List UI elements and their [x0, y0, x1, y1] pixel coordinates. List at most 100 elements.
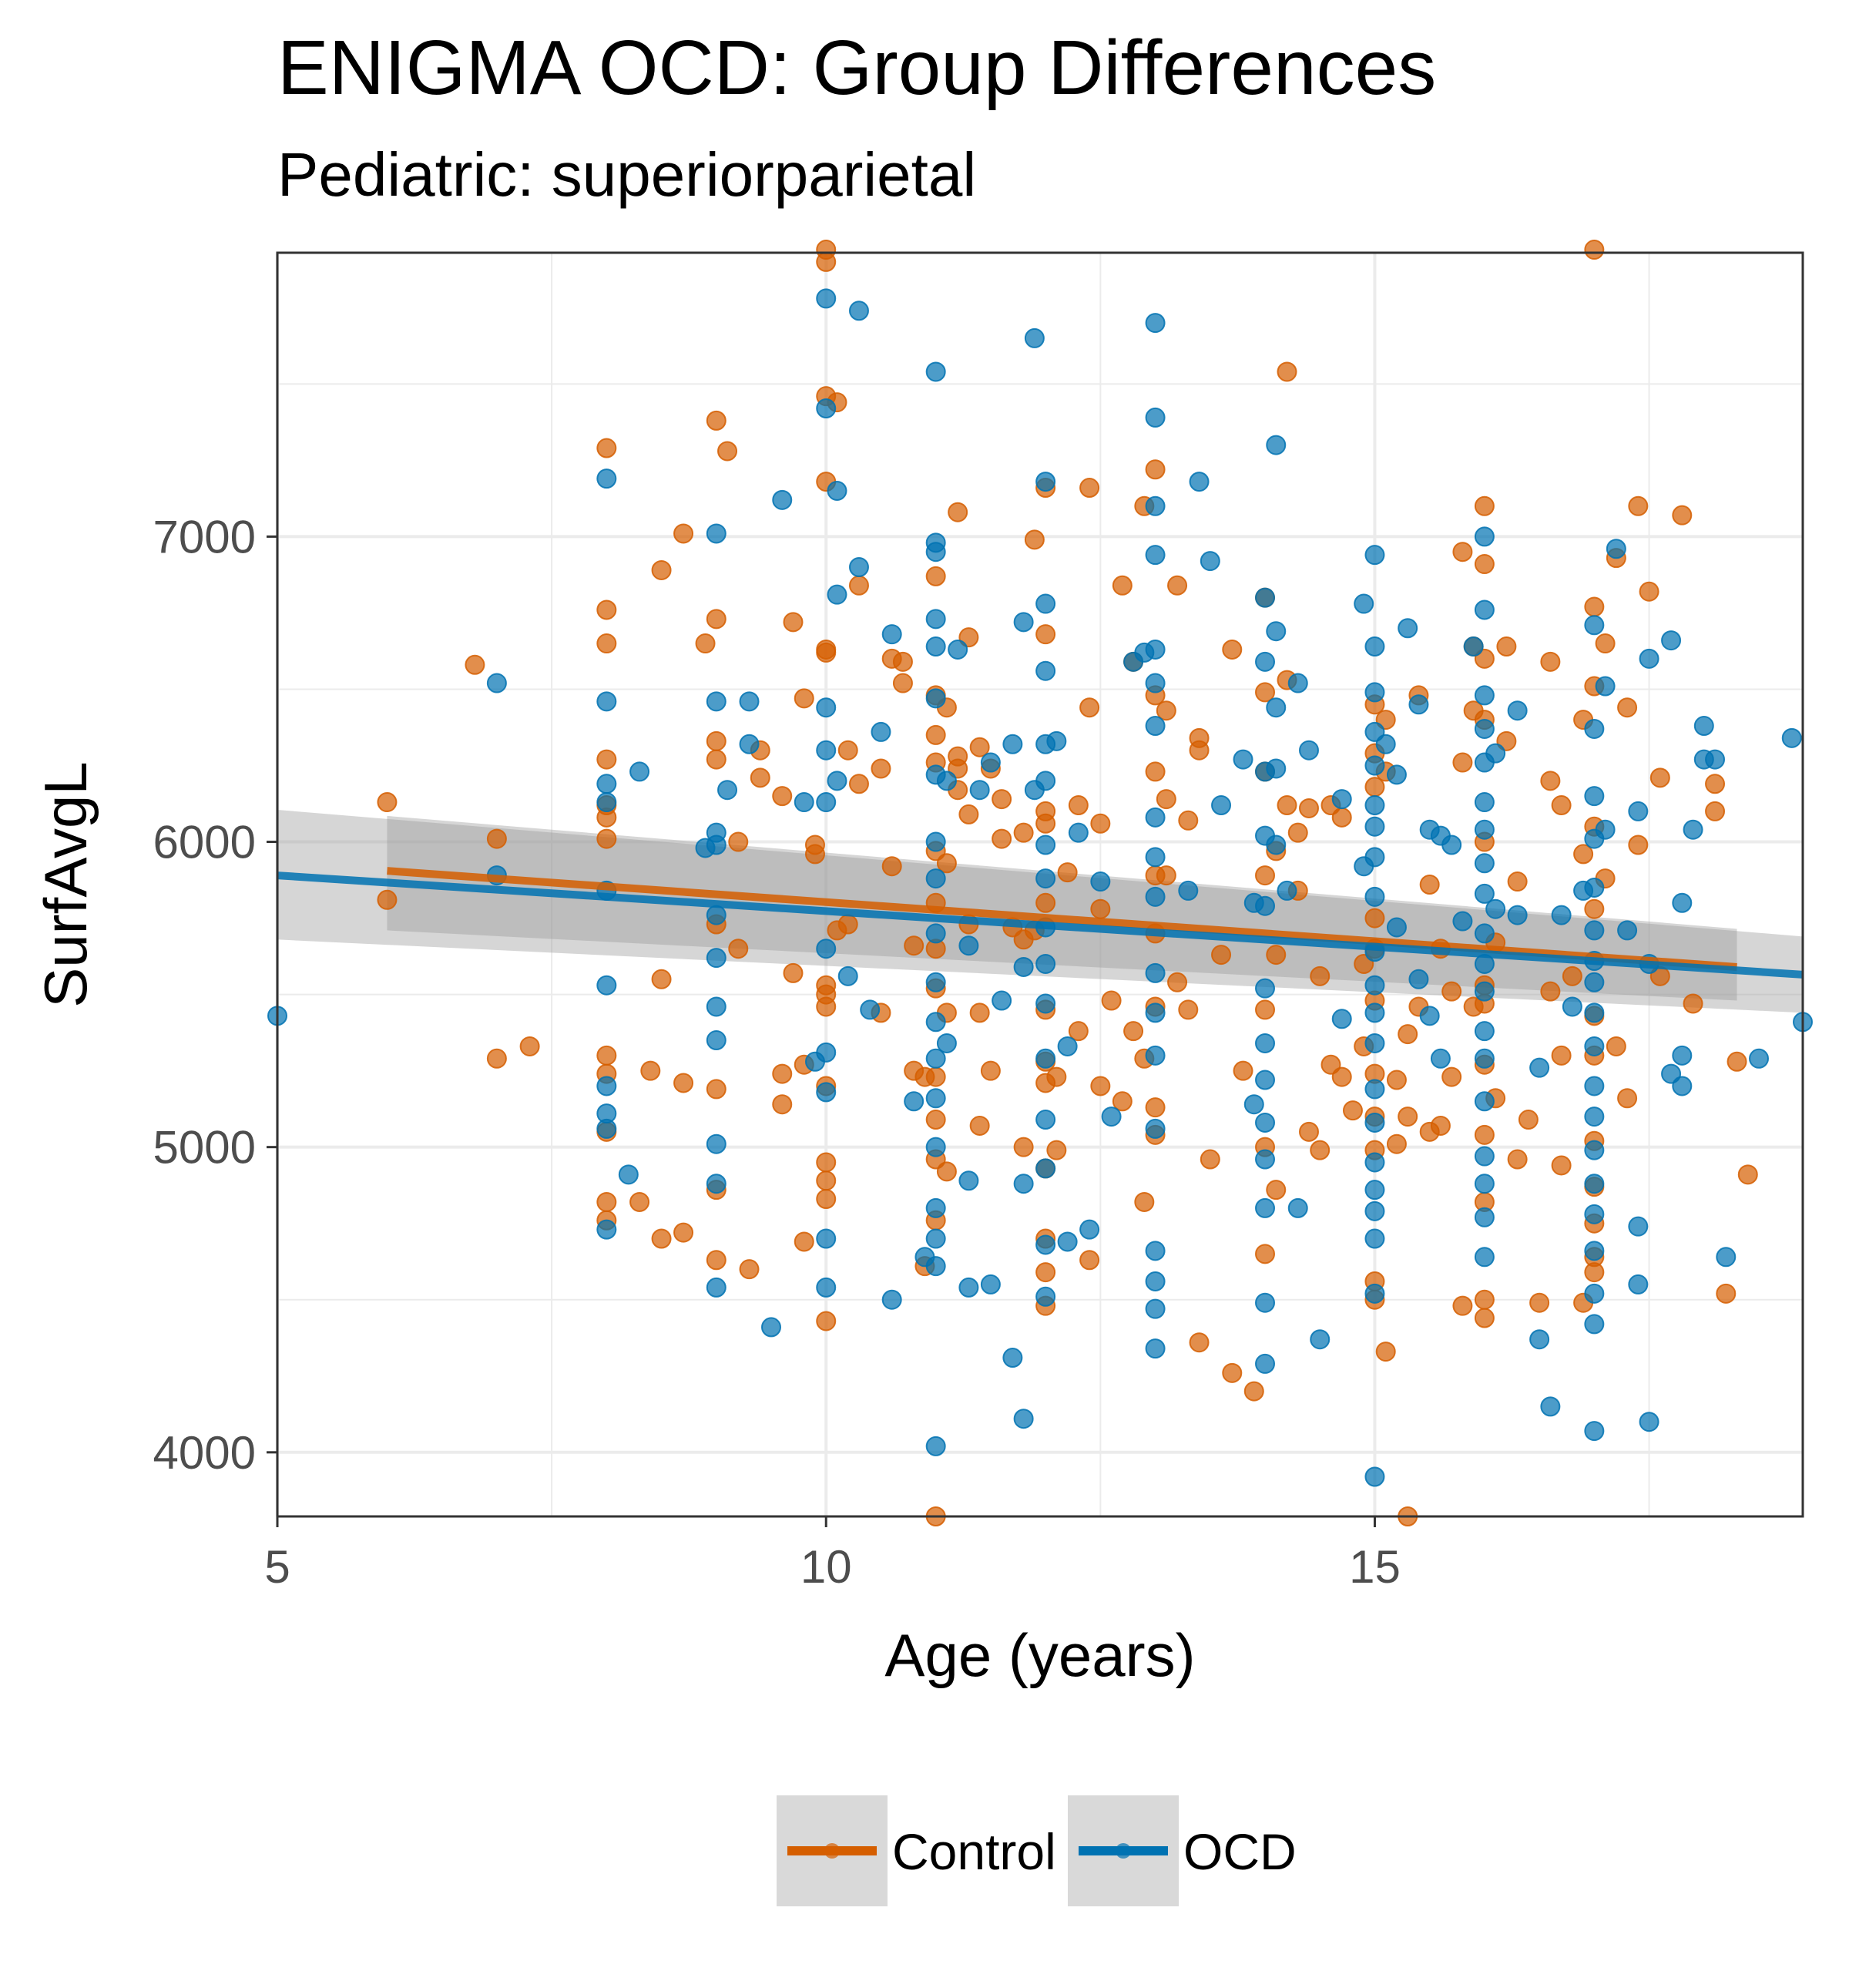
data-point-control: [1562, 965, 1582, 986]
data-point-control: [1452, 542, 1473, 562]
data-point-ocd: [1398, 618, 1418, 639]
data-point-ocd: [1364, 1228, 1385, 1249]
data-point-ocd: [1474, 1174, 1495, 1194]
data-point-ocd: [925, 1228, 946, 1249]
data-point-control: [969, 1115, 990, 1136]
data-point-control: [1507, 1149, 1528, 1170]
data-point-ocd: [1145, 962, 1166, 983]
data-point-control: [750, 767, 770, 788]
data-point-control: [596, 828, 617, 849]
legend-item-control[interactable]: Control: [777, 1795, 1056, 1906]
data-point-control: [1507, 871, 1528, 892]
data-point-ocd: [1298, 740, 1319, 761]
data-point-control: [651, 1228, 672, 1249]
legend-item-ocd[interactable]: OCD: [1068, 1795, 1297, 1906]
data-point-ocd: [1255, 1033, 1276, 1053]
data-point-ocd: [1145, 1045, 1166, 1066]
data-point-control: [1331, 1066, 1352, 1087]
data-point-control: [1584, 240, 1605, 260]
data-point-control: [783, 962, 804, 983]
data-point-ocd: [1705, 749, 1726, 770]
data-point-ocd: [1474, 599, 1495, 620]
data-point-control: [1287, 822, 1308, 843]
data-point-control: [1364, 908, 1385, 929]
data-point-ocd: [980, 1274, 1001, 1295]
data-point-ocd: [936, 1033, 957, 1053]
data-point-ocd: [925, 1197, 946, 1218]
data-point-control: [1617, 697, 1638, 718]
data-point-control: [992, 828, 1012, 849]
data-point-ocd: [925, 1012, 946, 1033]
data-point-ocd: [1474, 526, 1495, 547]
data-point-ocd: [1035, 1286, 1056, 1307]
data-point-control: [904, 935, 924, 956]
data-point-ocd: [772, 489, 793, 510]
data-point-ocd: [706, 905, 727, 925]
data-point-control: [1112, 1091, 1133, 1112]
data-point-ocd: [1364, 1112, 1385, 1133]
data-point-control: [1079, 697, 1100, 718]
data-point-control: [794, 1231, 814, 1252]
data-point-control: [1079, 478, 1100, 499]
data-point-ocd: [881, 1289, 902, 1310]
data-point-ocd: [1145, 1118, 1166, 1139]
data-point-ocd: [1430, 1048, 1451, 1069]
data-point-ocd: [1584, 1314, 1605, 1335]
y-tick-label: 6000: [153, 817, 256, 868]
data-point-ocd: [816, 1228, 837, 1249]
data-point-ocd: [1452, 911, 1473, 932]
legend: Control OCD: [777, 1795, 1297, 1906]
data-point-ocd: [1046, 730, 1067, 751]
data-point-ocd: [1145, 313, 1166, 334]
data-point-control: [1112, 575, 1133, 596]
data-point-control: [925, 1110, 946, 1130]
data-point-ocd: [827, 584, 847, 605]
data-point-ocd: [1243, 1094, 1264, 1115]
data-point-control: [673, 1073, 694, 1093]
data-point-ocd: [1310, 1329, 1331, 1350]
data-point-ocd: [1584, 1174, 1605, 1194]
data-point-ocd: [1364, 847, 1385, 868]
data-point-ocd: [1255, 1112, 1276, 1133]
data-point-ocd: [1255, 1070, 1276, 1090]
data-point-ocd: [1035, 660, 1056, 681]
data-point-ocd: [925, 1256, 946, 1277]
data-point-ocd: [1211, 795, 1232, 816]
data-point-ocd: [1364, 1033, 1385, 1053]
fit-line-ocd: [277, 871, 1804, 979]
data-point-control: [1145, 1097, 1166, 1118]
data-point-ocd: [1386, 764, 1407, 785]
data-point-control: [1452, 1295, 1473, 1316]
data-point-control: [892, 651, 913, 672]
data-point-ocd: [1364, 886, 1385, 907]
data-point-ocd: [1584, 615, 1605, 636]
data-point-ocd: [1255, 651, 1276, 672]
data-point-ocd: [1474, 819, 1495, 840]
data-point-ocd: [1364, 1201, 1385, 1221]
data-point-control: [816, 996, 837, 1017]
data-point-control: [1375, 1342, 1396, 1362]
data-point-ocd: [1474, 1091, 1495, 1112]
data-point-ocd: [1584, 1076, 1605, 1096]
data-point-ocd: [1145, 1271, 1166, 1291]
data-point-ocd: [1266, 697, 1287, 718]
data-point-ocd: [596, 468, 617, 489]
data-point-ocd: [1035, 993, 1056, 1014]
data-point-control: [1649, 767, 1670, 788]
data-point-control: [1474, 1124, 1495, 1145]
legend-label-ocd: OCD: [1183, 1823, 1297, 1880]
data-point-ocd: [816, 939, 837, 959]
data-point-ocd: [980, 752, 1001, 773]
data-point-ocd: [925, 542, 946, 562]
data-point-control: [1551, 795, 1572, 816]
data-point-ocd: [1090, 871, 1111, 892]
data-point-ocd: [1354, 593, 1374, 614]
data-point-control: [596, 749, 617, 770]
data-point-ocd: [1145, 1002, 1166, 1023]
data-point-ocd: [1145, 807, 1166, 828]
data-point-ocd: [1233, 749, 1253, 770]
data-point-control: [1716, 1283, 1737, 1304]
data-point-ocd: [1639, 648, 1659, 669]
data-point-ocd: [1584, 718, 1605, 739]
